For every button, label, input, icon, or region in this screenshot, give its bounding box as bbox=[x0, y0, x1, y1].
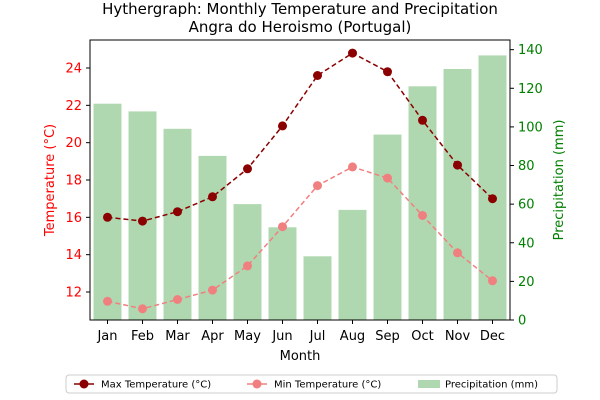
legend-entry: Max Temperature (°C) bbox=[74, 379, 211, 391]
legend: Max Temperature (°C) Min Temperature (°C)… bbox=[65, 374, 558, 394]
max-temperature-point bbox=[418, 115, 427, 125]
right-y-tick-label: 120 bbox=[518, 82, 543, 97]
legend-marker-swatch bbox=[79, 379, 89, 389]
chart-subtitle: Angra do Heroismo (Portugal) bbox=[189, 18, 412, 36]
temperature-lines bbox=[103, 48, 497, 314]
x-tick-label: Apr bbox=[201, 329, 224, 344]
x-axis: Jan Feb Mar Apr May Jun Jul Aug Sep Oct Nov Dec bbox=[96, 320, 505, 344]
min-temperature-point bbox=[138, 304, 147, 314]
max-temperature-line bbox=[107, 52, 494, 222]
min-temperature-point bbox=[418, 211, 427, 220]
right-y-axis-label: Precipitation (mm) bbox=[552, 120, 567, 241]
min-temperature-point bbox=[453, 248, 462, 258]
chart-title: Hythergraph: Monthly Temperature and Pre… bbox=[102, 0, 498, 18]
max-temperature-point bbox=[208, 192, 217, 202]
x-tick-label: Jan bbox=[96, 329, 117, 344]
max-temperature-point bbox=[103, 212, 112, 222]
left-y-tick-label: 24 bbox=[65, 62, 82, 77]
right-y-tick-label: 140 bbox=[518, 43, 543, 58]
max-temperature-series bbox=[103, 48, 497, 226]
legend-marker-swatch bbox=[252, 379, 262, 389]
right-y-tick-label: 60 bbox=[518, 198, 535, 213]
precipitation-bar bbox=[163, 128, 192, 320]
left-y-tick-label: 22 bbox=[65, 99, 82, 114]
max-temperature-point bbox=[348, 48, 357, 58]
legend-label: Min Temperature (°C) bbox=[274, 380, 381, 391]
right-y-tick-label: 80 bbox=[518, 159, 535, 174]
x-tick-label: Feb bbox=[131, 329, 154, 344]
legend-label: Max Temperature (°C) bbox=[101, 380, 211, 391]
right-y-tick-label: 100 bbox=[518, 120, 543, 135]
precipitation-bar bbox=[478, 55, 507, 321]
left-y-tick-label: 18 bbox=[65, 174, 82, 189]
right-y-tick-label: 40 bbox=[518, 236, 535, 251]
x-axis-label: Month bbox=[280, 349, 321, 364]
precipitation-bar bbox=[443, 69, 472, 320]
right-y-tick-label: 0 bbox=[518, 314, 526, 329]
min-temperature-point bbox=[348, 162, 357, 172]
legend-entry: Min Temperature (°C) bbox=[247, 379, 381, 391]
x-tick-label: Mar bbox=[165, 329, 190, 344]
min-temperature-series bbox=[103, 162, 497, 314]
min-temperature-point bbox=[243, 261, 252, 271]
legend-bar-swatch bbox=[418, 380, 440, 388]
precipitation-bar bbox=[93, 103, 122, 320]
x-tick-label: Nov bbox=[445, 329, 471, 344]
legend-entry: Precipitation (mm) bbox=[418, 380, 538, 391]
left-y-tick-label: 20 bbox=[65, 136, 82, 151]
min-temperature-point bbox=[103, 296, 112, 306]
x-tick-label: Dec bbox=[480, 329, 505, 344]
left-y-axis-label: Temperature (°C) bbox=[43, 124, 58, 237]
x-tick-label: Oct bbox=[411, 329, 433, 344]
precipitation-bar bbox=[303, 256, 332, 320]
max-temperature-point bbox=[313, 71, 322, 80]
precipitation-bar bbox=[198, 155, 227, 320]
right-y-axis: 0 20 40 60 80 100 120 140 bbox=[510, 43, 543, 329]
min-temperature-point bbox=[383, 173, 392, 183]
left-y-tick-label: 16 bbox=[65, 211, 82, 226]
x-tick-label: Sep bbox=[375, 329, 400, 344]
min-temperature-point bbox=[313, 181, 322, 191]
legend-box bbox=[65, 374, 558, 394]
min-temperature-point bbox=[488, 276, 497, 286]
max-temperature-point bbox=[243, 164, 252, 174]
min-temperature-point bbox=[208, 285, 217, 295]
max-temperature-point bbox=[173, 207, 182, 217]
precipitation-bar bbox=[128, 111, 157, 321]
min-temperature-line bbox=[107, 166, 493, 310]
max-temperature-point bbox=[453, 160, 462, 170]
max-temperature-point bbox=[278, 121, 287, 131]
x-tick-label: Jun bbox=[271, 329, 292, 344]
legend-label: Precipitation (mm) bbox=[445, 380, 538, 391]
x-tick-label: Aug bbox=[340, 329, 365, 344]
precipitation-bar bbox=[373, 134, 402, 320]
precipitation-bars bbox=[93, 55, 507, 321]
right-y-tick-label: 20 bbox=[518, 275, 535, 290]
x-tick-label: May bbox=[234, 329, 261, 344]
left-y-axis: 12 14 16 18 20 22 24 bbox=[65, 62, 90, 301]
max-temperature-point bbox=[488, 194, 497, 204]
precipitation-bar bbox=[268, 227, 297, 320]
max-temperature-point bbox=[138, 216, 147, 226]
min-temperature-point bbox=[173, 295, 182, 304]
max-temperature-point bbox=[383, 67, 392, 77]
precipitation-bar bbox=[408, 86, 437, 320]
precipitation-bar bbox=[338, 209, 367, 320]
left-y-tick-label: 14 bbox=[65, 248, 82, 263]
x-tick-label: Jul bbox=[309, 329, 326, 344]
min-temperature-point bbox=[278, 222, 287, 232]
left-y-tick-label: 12 bbox=[65, 286, 82, 301]
